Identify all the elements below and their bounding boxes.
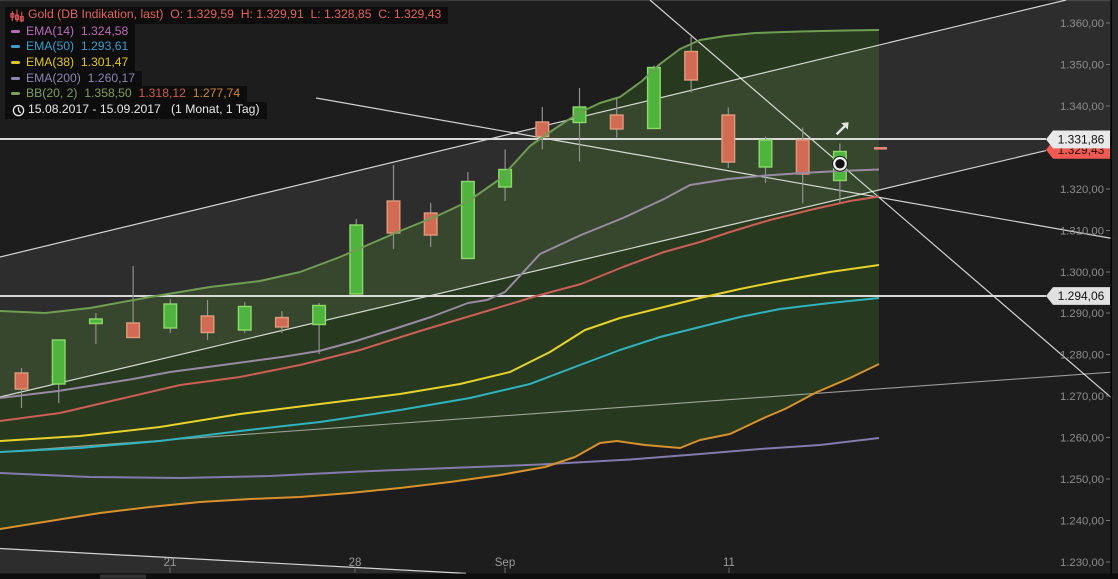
svg-text:1.310,00: 1.310,00 [1060, 226, 1104, 238]
svg-text:Sep: Sep [495, 557, 515, 569]
svg-text:1.294,06: 1.294,06 [1058, 289, 1105, 303]
svg-text:1.340,00: 1.340,00 [1060, 101, 1104, 113]
svg-text:1.270,00: 1.270,00 [1060, 391, 1104, 403]
svg-text:1.360,00: 1.360,00 [1060, 18, 1104, 30]
svg-text:1.331,86: 1.331,86 [1058, 133, 1105, 147]
svg-text:1.280,00: 1.280,00 [1060, 350, 1104, 362]
svg-text:1.320,00: 1.320,00 [1060, 184, 1104, 196]
svg-text:1.250,00: 1.250,00 [1060, 474, 1104, 486]
svg-text:28: 28 [349, 557, 362, 569]
svg-text:1.290,00: 1.290,00 [1060, 308, 1104, 320]
svg-text:1.350,00: 1.350,00 [1060, 60, 1104, 72]
svg-text:1.240,00: 1.240,00 [1060, 516, 1104, 528]
svg-text:21: 21 [164, 557, 177, 569]
svg-text:11: 11 [723, 557, 735, 569]
svg-text:1.230,00: 1.230,00 [1060, 557, 1104, 569]
svg-text:1.300,00: 1.300,00 [1060, 267, 1104, 279]
svg-text:1.260,00: 1.260,00 [1060, 433, 1104, 445]
